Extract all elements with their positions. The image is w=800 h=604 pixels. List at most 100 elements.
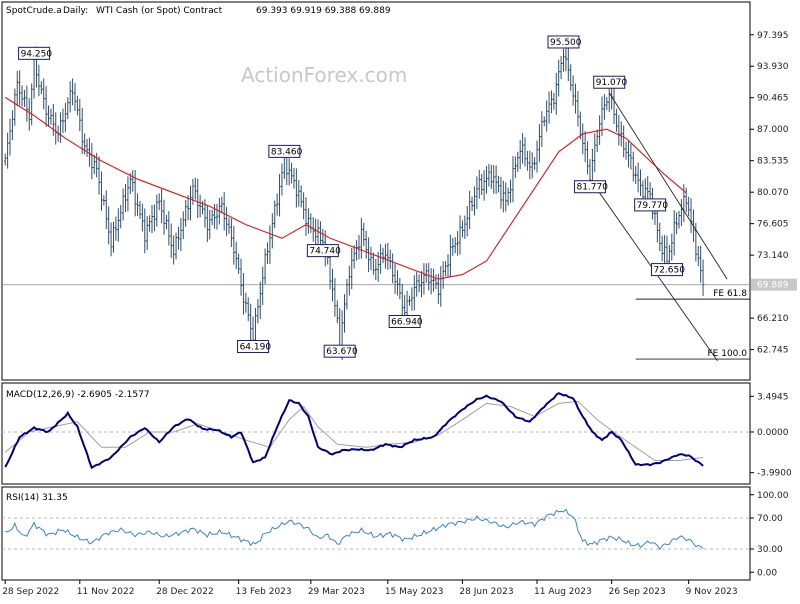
- price-bar: [559, 56, 563, 80]
- price-bar: [352, 245, 356, 269]
- price-bar: [677, 210, 681, 229]
- price-bar: [571, 75, 575, 106]
- price-bar: [396, 270, 399, 296]
- price-bar: [386, 243, 390, 270]
- rsi-title: RSI(14) 31.35: [6, 493, 68, 503]
- price-bar: [105, 190, 108, 230]
- price-bar: [427, 262, 430, 291]
- price-bar: [239, 258, 243, 296]
- price-bar: [360, 217, 363, 259]
- price-bar: [533, 157, 536, 170]
- price-bar: [357, 235, 361, 260]
- price-bar: [463, 215, 467, 239]
- price-bar: [16, 70, 19, 107]
- price-bar: [124, 183, 127, 213]
- price-bar: [451, 237, 455, 256]
- x-axis: 28 Sep 2022 11 Nov 2022 28 Dec 2022 13 Feb …: [2, 580, 738, 597]
- price-bar: [422, 263, 426, 295]
- price-bar: [278, 174, 281, 217]
- price-bar: [410, 287, 414, 311]
- price-bar: [458, 215, 462, 255]
- price-bar: [145, 216, 149, 250]
- price-bar: [4, 153, 7, 166]
- price-bar: [595, 129, 599, 153]
- price-bar: [531, 152, 534, 179]
- price-bar: [138, 200, 142, 219]
- price-bar: [506, 187, 510, 206]
- price-bar: [172, 235, 175, 265]
- price-bar: [372, 252, 375, 275]
- price-bar: [189, 185, 192, 221]
- fe-level-label: FE 61.8: [713, 289, 747, 299]
- annotation-label: 74.740: [306, 244, 341, 258]
- x-tick-label: 9 Nov 2023: [686, 587, 738, 597]
- x-tick-label: 28 Sep 2022: [2, 587, 59, 597]
- price-bar: [109, 222, 113, 257]
- price-ytick-label: 97.395: [757, 31, 789, 41]
- rsi-ytick-label: 100.00: [757, 491, 789, 501]
- price-bar: [170, 223, 173, 259]
- price-bar: [514, 156, 517, 178]
- x-tick-label: 26 Sep 2023: [609, 587, 666, 597]
- price-bar: [268, 225, 272, 265]
- rsi-ytick-label: 30.00: [757, 545, 783, 555]
- price-bar: [150, 204, 154, 234]
- price-bar: [660, 235, 664, 262]
- price-bar: [540, 111, 544, 147]
- price-bar: [165, 214, 168, 230]
- price-bar: [66, 97, 69, 120]
- price-bar: [454, 237, 457, 254]
- price-bar: [287, 158, 291, 186]
- macd-ytick-label: 3.4945: [757, 392, 789, 402]
- price-bar: [112, 221, 115, 253]
- price-bar: [155, 194, 159, 227]
- price-ytick-label: 80.070: [757, 188, 789, 198]
- price-bar: [478, 169, 481, 199]
- price-bar: [331, 268, 334, 302]
- price-bar: [583, 131, 587, 163]
- price-bar: [6, 132, 9, 169]
- annotation-label: 81.770: [573, 180, 608, 194]
- price-bar: [263, 248, 267, 285]
- price-ytick-label: 66.210: [757, 314, 789, 324]
- price-bar: [8, 118, 12, 156]
- price-bar: [593, 133, 596, 173]
- price-bar: [235, 241, 238, 270]
- annotation-label: 83.460: [268, 144, 303, 158]
- macd-title: MACD(12,26,9) -2.6905 -2.1577: [6, 390, 150, 400]
- price-bar: [177, 226, 180, 250]
- price-bar: [408, 295, 411, 306]
- annotation-label: 64.190: [237, 339, 271, 353]
- price-bar: [675, 212, 678, 235]
- svg-text:72.650: 72.650: [653, 266, 685, 276]
- price-bar: [444, 261, 447, 277]
- price-bar: [685, 187, 688, 213]
- price-bar: [297, 179, 300, 207]
- svg-text:79.770: 79.770: [637, 201, 669, 211]
- price-bar: [634, 166, 637, 185]
- price-bar: [526, 150, 529, 171]
- price-bar: [100, 171, 103, 211]
- price-bar: [504, 182, 507, 212]
- x-tick-label: 13 Feb 2023: [236, 587, 292, 597]
- price-bar: [215, 203, 219, 230]
- price-bar: [186, 195, 190, 221]
- price-bar: [689, 198, 693, 234]
- price-bar: [574, 83, 577, 114]
- price-bar: [64, 102, 67, 132]
- price-bar: [160, 188, 163, 224]
- price-bar: [78, 98, 82, 132]
- price-bar: [555, 72, 558, 115]
- price-bar: [18, 70, 21, 106]
- price-bar: [355, 240, 358, 261]
- price-bar: [367, 237, 370, 273]
- x-tick-label: 15 May 2023: [385, 587, 444, 597]
- price-bar: [482, 170, 486, 201]
- symbol-text: SpotCrude.a: [6, 6, 62, 16]
- price-bar: [220, 196, 223, 214]
- svg-text:66.940: 66.940: [391, 317, 423, 327]
- price-bar: [521, 132, 524, 164]
- price-ytick-label: 87.000: [757, 125, 789, 135]
- price-bar: [516, 151, 519, 172]
- price-bar: [242, 273, 245, 315]
